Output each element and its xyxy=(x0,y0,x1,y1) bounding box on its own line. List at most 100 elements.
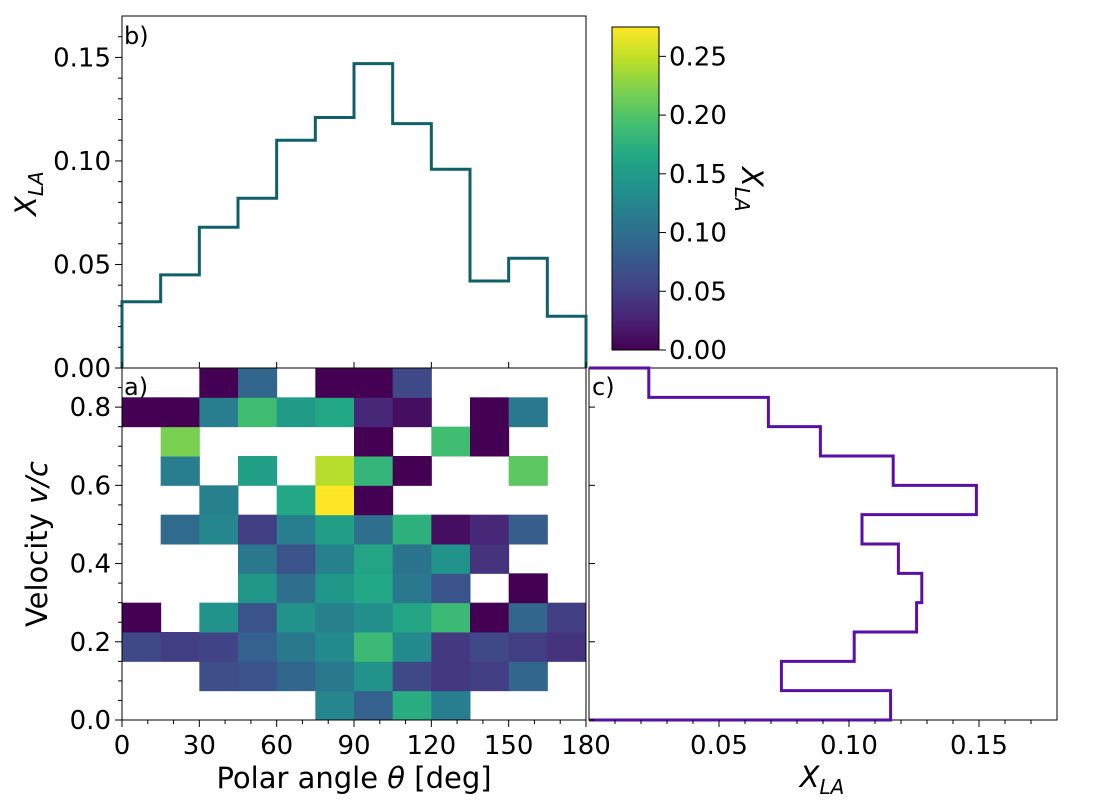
heatmap-cell xyxy=(470,397,510,428)
heatmap-cell xyxy=(354,690,394,721)
velocity-histogram-panel-label: c) xyxy=(592,373,615,401)
theta-histogram-panel: 0.00 0.05 0.10 0.15 b) XLA xyxy=(9,15,588,384)
x-label-post: [deg] xyxy=(405,761,492,795)
theta-histogram-y-tick-label: 0.05 xyxy=(53,250,111,280)
heatmap-cell xyxy=(354,456,394,486)
x-label-pre: Polar angle xyxy=(216,761,387,795)
heatmap-cell xyxy=(315,544,355,574)
heatmap-cell xyxy=(354,661,394,692)
heatmap-y-tick-label: 0.8 xyxy=(70,393,111,423)
velocity-histogram-x-tick-label: 0.10 xyxy=(820,731,878,761)
heatmap-cell xyxy=(431,426,471,457)
heatmap-cell xyxy=(315,573,355,604)
heatmap-cell xyxy=(238,397,278,428)
heatmap-cell xyxy=(431,661,471,692)
heatmap-cell xyxy=(238,514,278,545)
colorbar-label: XLA xyxy=(730,165,769,212)
heatmap-cell xyxy=(470,514,510,545)
heatmap-x-axis-label: Polar angle θ [deg] xyxy=(216,761,491,795)
heatmap-cell xyxy=(238,456,278,486)
heatmap-cell xyxy=(276,573,316,604)
heatmap-cell xyxy=(276,602,316,633)
heatmap-cell xyxy=(354,573,394,604)
heatmap-cell xyxy=(354,632,394,662)
heatmap-cell xyxy=(431,602,471,633)
heatmap-cell xyxy=(431,573,471,604)
velocity-histogram-ticks: 0.05 0.10 0.15 xyxy=(589,406,1032,761)
heatmap-cell xyxy=(354,426,394,457)
colorbar-gradient xyxy=(611,26,660,351)
heatmap-y-tick-label: 0.6 xyxy=(70,471,111,501)
heatmap-cell xyxy=(392,456,432,486)
heatmap-cell xyxy=(315,661,355,692)
heatmap-cells xyxy=(122,368,587,721)
heatmap-cell xyxy=(238,368,278,398)
heatmap-cell xyxy=(315,690,355,721)
heatmap-cell xyxy=(431,632,471,662)
heatmap-cell xyxy=(315,397,355,428)
heatmap-cell xyxy=(276,485,316,516)
heatmap-cell xyxy=(238,544,278,574)
heatmap-cell xyxy=(354,544,394,574)
heatmap-x-tick-label: 0 xyxy=(114,731,131,761)
heatmap-cell xyxy=(392,544,432,574)
heatmap-cell xyxy=(354,514,394,545)
velocity-histogram-x-tick-label: 0.15 xyxy=(950,731,1008,761)
heatmap-x-tick-label: 90 xyxy=(337,731,370,761)
y-label-pre: Velocity xyxy=(20,504,54,627)
heatmap-cell xyxy=(508,632,548,662)
c-xlabel-main: X xyxy=(798,760,821,794)
heatmap-cell xyxy=(354,368,394,398)
heatmap-cell xyxy=(199,632,239,662)
heatmap-cell xyxy=(160,426,200,457)
heatmap-cell xyxy=(315,485,355,516)
heatmap-cell xyxy=(122,632,162,662)
heatmap-cell xyxy=(354,397,394,428)
heatmap-cell xyxy=(122,602,162,633)
velocity-histogram-x-tick-label: 0.05 xyxy=(690,731,748,761)
heatmap-y-axis-label: Velocity v/c xyxy=(20,461,54,627)
colorbar: 0.00 0.05 0.10 0.15 0.20 0.25 XLA xyxy=(611,26,769,366)
colorbar-tick-label: 0.05 xyxy=(669,277,727,307)
heatmap-cell xyxy=(508,456,548,486)
heatmap-cell xyxy=(392,514,432,545)
heatmap-cell xyxy=(508,602,548,633)
heatmap-cell xyxy=(392,368,432,398)
heatmap-panel: 0 30 60 90 120 150 180 0.0 0.2 0.4 0.6 0.8 a) Polar… xyxy=(20,367,611,795)
heatmap-cell xyxy=(508,661,548,692)
theta-histogram-y-axis-label: XLA xyxy=(9,171,48,218)
colorbar-tick-label: 0.25 xyxy=(669,42,727,72)
heatmap-cell xyxy=(238,602,278,633)
heatmap-cell xyxy=(315,602,355,633)
heatmap-x-tick-label: 150 xyxy=(484,731,534,761)
velocity-histogram-panel: 0.05 0.10 0.15 c) XLA xyxy=(588,366,1058,799)
heatmap-cell xyxy=(508,573,548,604)
heatmap-cell xyxy=(354,485,394,516)
colorbar-tick-label: 0.20 xyxy=(669,101,727,131)
c-xlabel-sub: LA xyxy=(820,775,845,799)
heatmap-cell xyxy=(392,397,432,428)
heatmap-cell xyxy=(199,485,239,516)
heatmap-x-tick-label: 180 xyxy=(561,731,611,761)
velocity-histogram-line xyxy=(589,366,978,722)
heatmap-cell xyxy=(160,456,200,486)
heatmap-cell xyxy=(392,690,432,721)
heatmap-cell xyxy=(508,514,548,545)
theta-histogram-line xyxy=(120,62,588,368)
heatmap-cell xyxy=(547,602,587,633)
cb-label-sub: LA xyxy=(730,187,754,212)
heatmap-cell xyxy=(392,573,432,604)
heatmap-cell xyxy=(199,602,239,633)
heatmap-cell xyxy=(276,514,316,545)
heatmap-cell xyxy=(470,602,510,633)
colorbar-tick-label: 0.15 xyxy=(669,160,727,190)
heatmap-cell xyxy=(431,544,471,574)
theta-histogram-y-tick-label: 0.00 xyxy=(53,354,111,384)
heatmap-cell xyxy=(238,573,278,604)
heatmap-cell xyxy=(431,690,471,721)
heatmap-cell xyxy=(392,602,432,633)
heatmap-cell xyxy=(315,514,355,545)
heatmap-x-tick-label: 120 xyxy=(407,731,457,761)
heatmap-cell xyxy=(199,397,239,428)
